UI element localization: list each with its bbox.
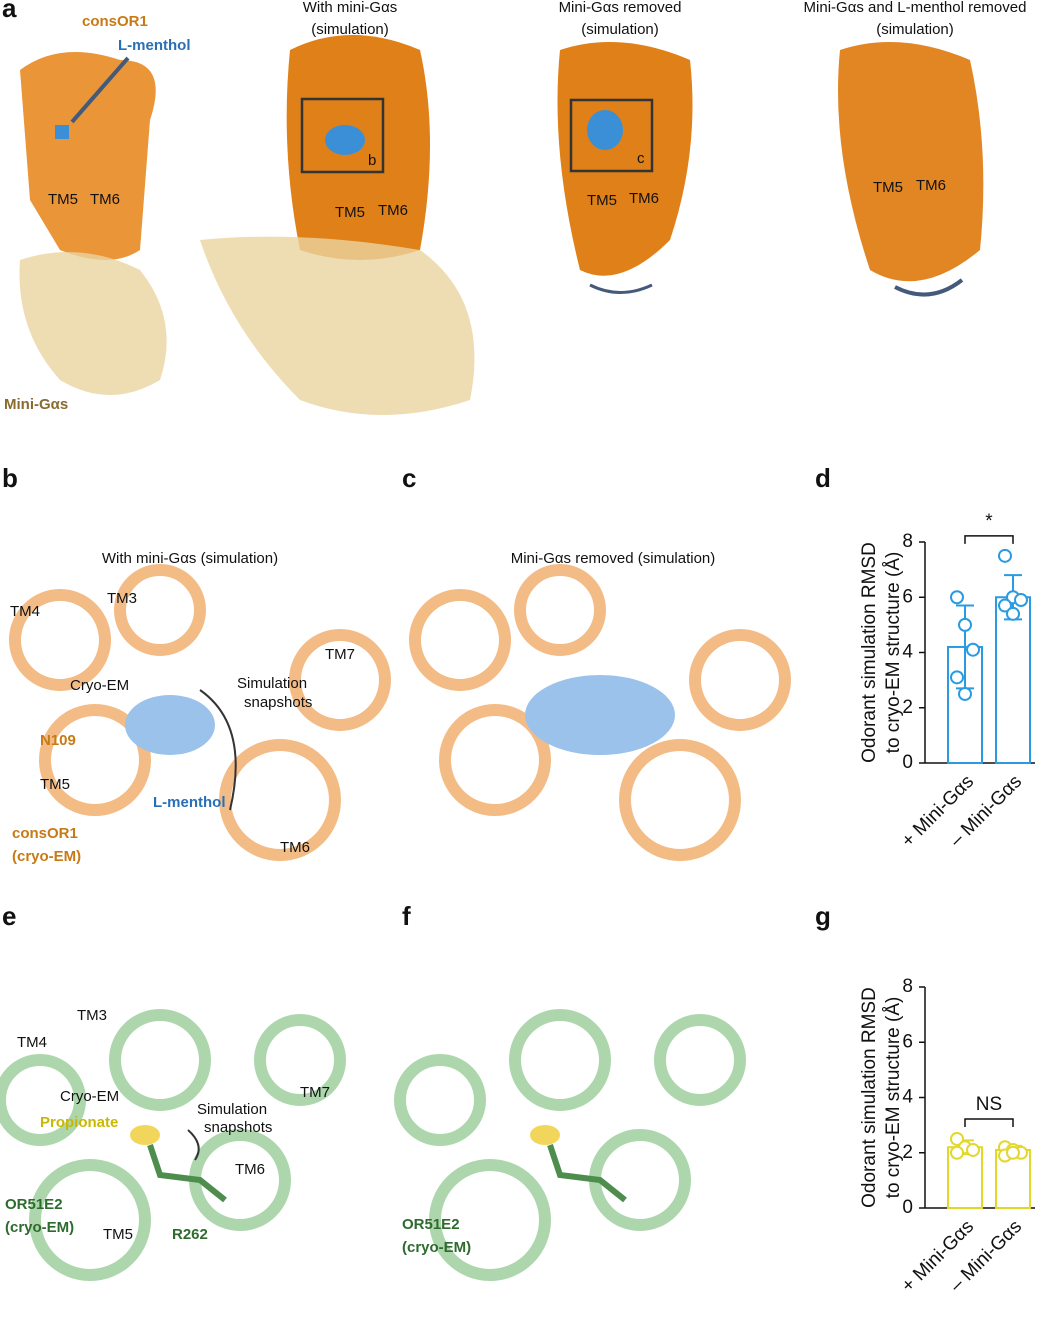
data-point (950, 1131, 964, 1146)
y-axis-title: Odorant simulation RMSD (859, 987, 880, 1208)
label: (cryo-EM) (402, 1239, 471, 1256)
label: TM6 (629, 190, 659, 207)
title: With mini-Gαs (303, 0, 398, 16)
label: (cryo-EM) (5, 1219, 74, 1236)
structure-a2 (200, 35, 475, 415)
label: consOR1 (82, 13, 148, 30)
bar (995, 596, 1031, 764)
label: TM5 (103, 1226, 133, 1243)
data-point (966, 642, 980, 657)
label: b (368, 152, 376, 169)
label: Propionate (40, 1114, 118, 1131)
label: Cryo-EM (60, 1088, 119, 1105)
annotation: * (985, 511, 993, 532)
label: TM6 (280, 839, 310, 856)
title: Mini-Gαs removed (559, 0, 682, 16)
panel-label: a (2, 0, 17, 23)
label: Simulation (197, 1101, 267, 1118)
label: Mini-Gαs (4, 396, 68, 413)
label: c (637, 150, 645, 167)
y-tick-label: 2 (902, 1142, 913, 1163)
y-tick-label: 8 (902, 531, 913, 552)
helices-b (9, 564, 391, 861)
title: (simulation) (581, 21, 659, 38)
y-axis-title: to cryo-EM structure (Å) (883, 997, 904, 1199)
y-tick-label: 8 (902, 976, 913, 997)
y-tick-label: 4 (902, 642, 913, 663)
structure-a4 (838, 42, 984, 297)
label: OR51E2 (5, 1196, 63, 1213)
helices-f (394, 1009, 746, 1281)
label: Simulation (237, 675, 307, 692)
data-point (1014, 593, 1028, 608)
structure-a1 (19, 52, 167, 395)
title: (simulation) (876, 21, 954, 38)
y-tick-label: 0 (902, 1197, 913, 1218)
panel-label: d (815, 463, 831, 493)
label: TM3 (77, 1007, 107, 1024)
structure-a3 (557, 42, 693, 294)
data-point (1006, 1145, 1020, 1160)
data-point (998, 598, 1012, 613)
label: TM4 (10, 603, 40, 620)
label: TM5 (587, 192, 617, 209)
label: L-menthol (118, 37, 191, 54)
label: consOR1 (12, 825, 78, 842)
label: OR51E2 (402, 1216, 460, 1233)
helices-c (409, 564, 791, 861)
data-point (1006, 606, 1020, 621)
title: Mini-Gαs removed (simulation) (511, 550, 716, 567)
data-point (958, 617, 972, 632)
annotation: NS (976, 1094, 1002, 1115)
significance-bracket (964, 1118, 1014, 1127)
label: TM6 (378, 202, 408, 219)
label: TM5 (48, 191, 78, 208)
label: Cryo-EM (70, 677, 129, 694)
label: TM7 (325, 646, 355, 663)
y-tick-label: 0 (902, 752, 913, 773)
title: With mini-Gαs (simulation) (102, 550, 278, 567)
panel-label: e (2, 901, 16, 931)
label: snapshots (244, 694, 312, 711)
label: TM6 (916, 177, 946, 194)
data-point (966, 1142, 980, 1157)
panel-label: c (402, 463, 416, 493)
y-axis-title: to cryo-EM structure (Å) (883, 552, 904, 754)
label: N109 (40, 732, 76, 749)
title: Mini-Gαs and L-menthol removed (804, 0, 1027, 16)
data-point (998, 548, 1012, 563)
label: L-menthol (153, 794, 226, 811)
panel-label: b (2, 463, 18, 493)
y-tick-label: 2 (902, 697, 913, 718)
significance-bracket (964, 535, 1014, 544)
panel-label: f (402, 901, 411, 931)
y-tick-label: 4 (902, 1087, 913, 1108)
title: (simulation) (311, 21, 389, 38)
label: TM7 (300, 1084, 330, 1101)
data-point (950, 1145, 964, 1160)
label: R262 (172, 1226, 208, 1243)
label: (cryo-EM) (12, 848, 81, 865)
data-point (950, 670, 964, 685)
label: TM4 (17, 1034, 47, 1051)
data-point (950, 590, 964, 605)
y-tick-label: 6 (902, 586, 913, 607)
label: TM6 (235, 1161, 265, 1178)
label: snapshots (204, 1119, 272, 1136)
label: TM6 (90, 191, 120, 208)
y-tick-label: 6 (902, 1031, 913, 1052)
label: TM3 (107, 590, 137, 607)
panel-label: g (815, 901, 831, 931)
data-point (958, 686, 972, 701)
label: TM5 (873, 179, 903, 196)
helices-e (0, 1009, 346, 1281)
label: TM5 (40, 776, 70, 793)
y-axis-title: Odorant simulation RMSD (859, 542, 880, 763)
label: TM5 (335, 204, 365, 221)
